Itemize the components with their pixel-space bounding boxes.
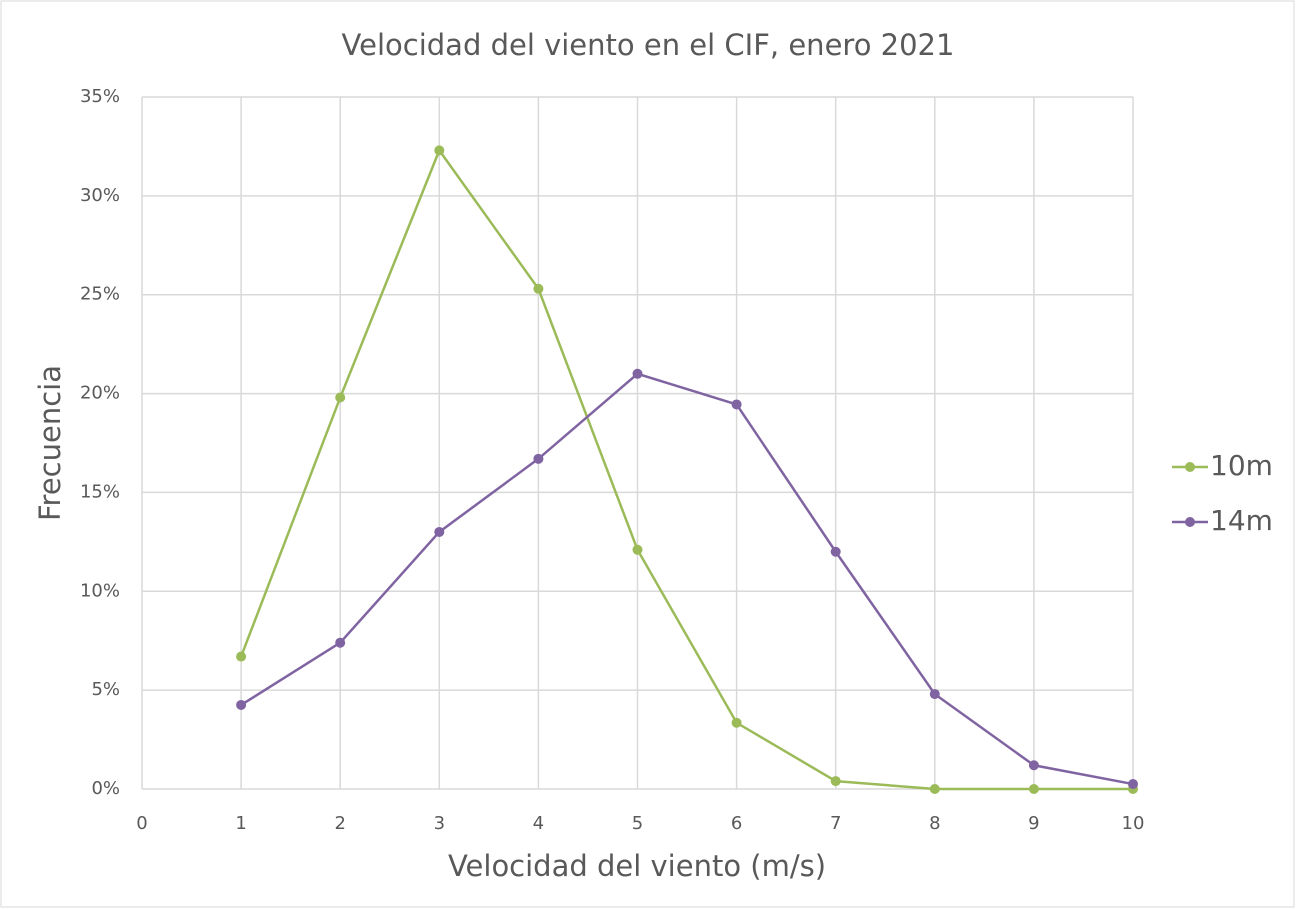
data-point xyxy=(236,699,247,710)
data-point xyxy=(434,526,445,537)
y-tick-label: 5% xyxy=(91,679,120,700)
y-axis-label: Frecuencia xyxy=(33,365,67,521)
data-point xyxy=(533,283,544,294)
data-point xyxy=(731,717,742,728)
x-tick-label: 4 xyxy=(533,813,544,834)
data-point xyxy=(236,651,247,662)
legend-marker xyxy=(1185,462,1195,472)
data-point xyxy=(830,776,841,787)
data-point xyxy=(632,544,643,555)
chart-title: Velocidad del viento en el CIF, enero 20… xyxy=(342,28,955,62)
data-point xyxy=(434,145,445,156)
data-point xyxy=(632,368,643,379)
x-tick-label: 7 xyxy=(830,813,841,834)
data-point xyxy=(1028,760,1039,771)
x-tick-label: 1 xyxy=(235,813,246,834)
y-tick-label: 10% xyxy=(80,580,120,601)
legend-label: 14m xyxy=(1210,504,1273,537)
x-tick-label: 8 xyxy=(929,813,940,834)
series-line xyxy=(240,372,1134,786)
y-tick-label: 20% xyxy=(80,383,120,404)
x-tick-label: 5 xyxy=(632,813,643,834)
legend-label: 10m xyxy=(1210,449,1273,482)
x-tick-label: 9 xyxy=(1028,813,1039,834)
data-point xyxy=(731,399,742,410)
x-tick-label: 2 xyxy=(334,813,345,834)
data-point xyxy=(929,689,940,700)
x-axis-label: Velocidad del viento (m/s) xyxy=(448,849,826,883)
x-tick-label: 6 xyxy=(731,813,742,834)
data-point xyxy=(335,392,346,403)
data-point xyxy=(830,546,841,557)
data-point xyxy=(533,453,544,464)
x-tick-label: 0 xyxy=(136,813,147,834)
data-point xyxy=(929,784,940,794)
x-tick-label: 3 xyxy=(434,813,445,834)
series-line xyxy=(239,147,1133,791)
data-point xyxy=(1128,779,1138,790)
legend-marker xyxy=(1185,517,1195,527)
y-tick-label: 30% xyxy=(80,185,120,206)
data-point xyxy=(335,637,346,648)
y-tick-label: 35% xyxy=(80,86,120,107)
y-tick-label: 15% xyxy=(80,481,120,502)
y-tick-label: 0% xyxy=(91,778,120,799)
data-point xyxy=(1028,784,1039,794)
y-tick-label: 25% xyxy=(80,284,120,305)
x-tick-label: 10 xyxy=(1122,813,1145,834)
